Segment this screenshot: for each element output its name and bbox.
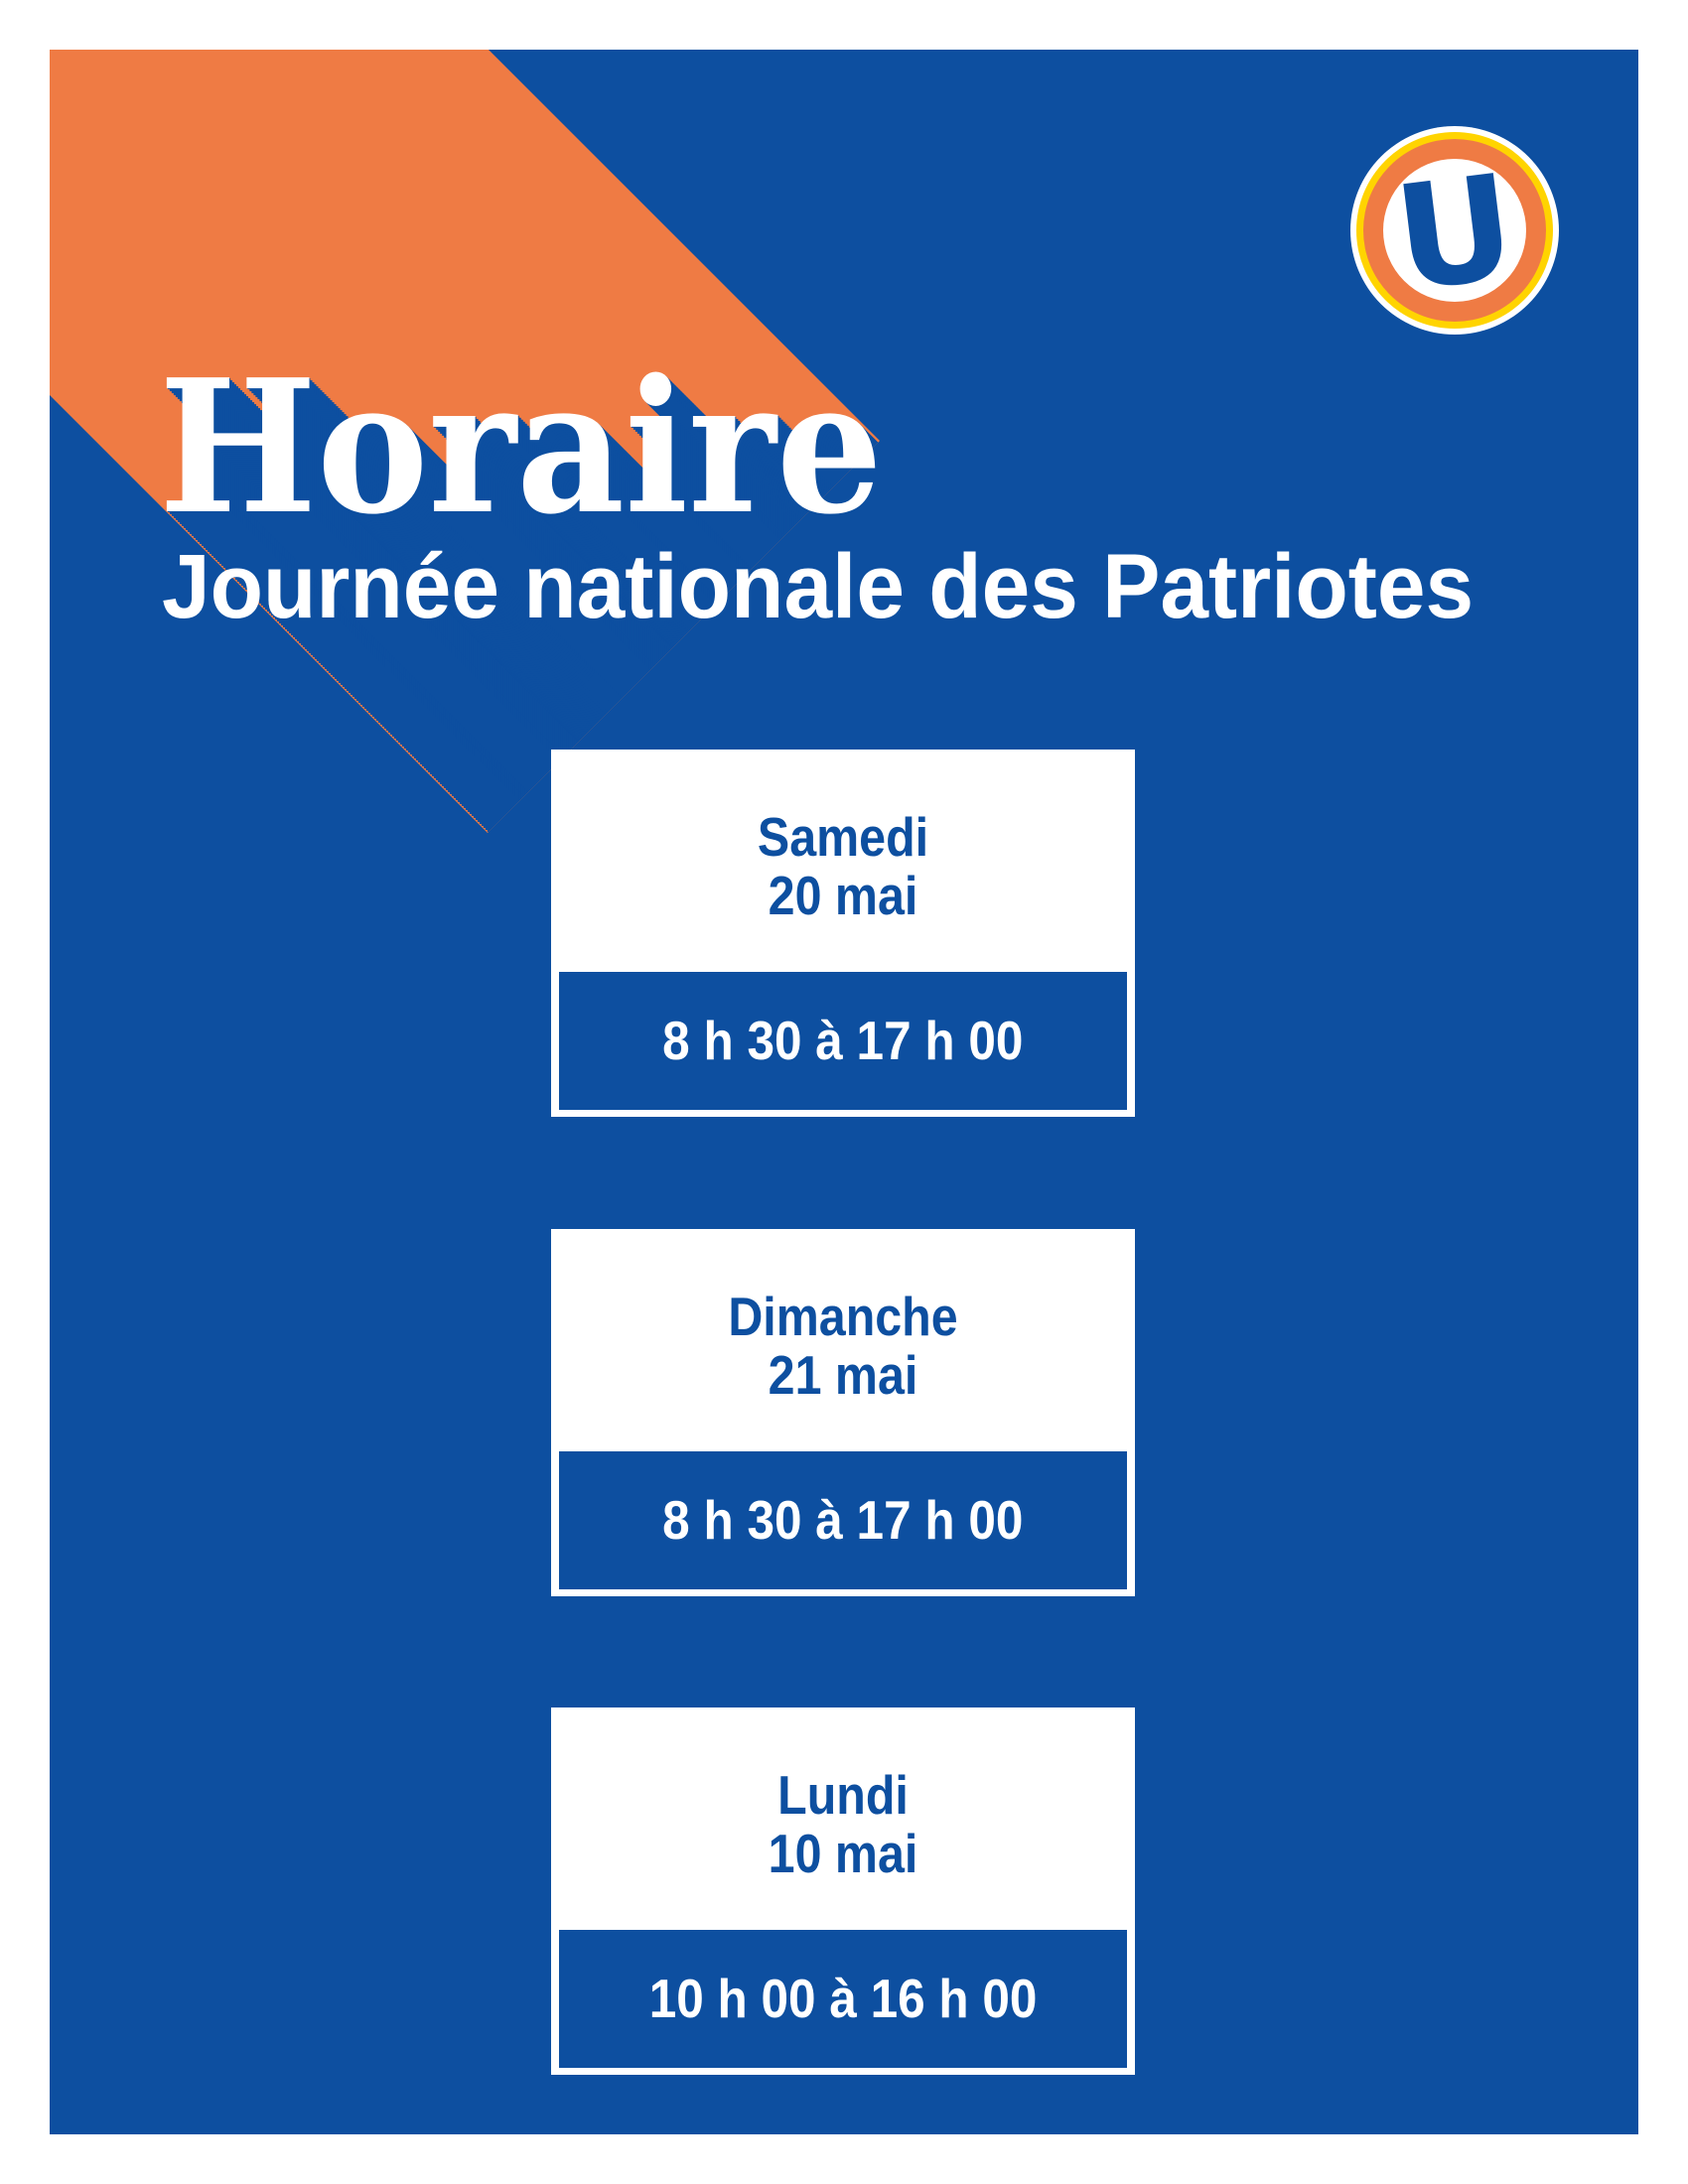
super-u-logo-icon: U: [1350, 126, 1559, 335]
hours-banner: 10 h 00 à 16 h 00: [559, 1930, 1127, 2068]
day-block: Lundi 10 mai: [586, 1766, 1099, 1883]
day-date: 10 mai: [768, 1823, 918, 1884]
hours-text: 8 h 30 à 17 h 00: [662, 1010, 1024, 1071]
poster-background: Horaire Horaire Journée nationale des Pa…: [50, 50, 1638, 2134]
day-name: Samedi: [757, 806, 929, 868]
super-u-logo: U: [1350, 126, 1559, 335]
title-shadow-clip: Horaire: [50, 50, 883, 833]
schedule-card-samedi: Samedi 20 mai 8 h 30 à 17 h 00: [551, 750, 1135, 1117]
page-title: Horaire: [159, 339, 883, 555]
day-name: Lundi: [777, 1764, 909, 1826]
logo-letter: U: [1387, 143, 1523, 324]
schedule-card-lundi: Lundi 10 mai 10 h 00 à 16 h 00: [551, 1707, 1135, 2075]
day-name: Dimanche: [728, 1286, 958, 1347]
event-subtitle: Journée nationale des Patriotes: [162, 536, 1475, 637]
day-block: Samedi 20 mai: [586, 808, 1099, 925]
title-long-shadow: Horaire: [159, 339, 883, 555]
hours-banner: 8 h 30 à 17 h 00: [559, 1451, 1127, 1589]
day-date: 20 mai: [768, 865, 918, 926]
hours-text: 8 h 30 à 17 h 00: [662, 1489, 1024, 1551]
logo-inner-disc: [1383, 159, 1526, 302]
schedule-card-dimanche: Dimanche 21 mai 8 h 30 à 17 h 00: [551, 1229, 1135, 1596]
day-date: 21 mai: [768, 1344, 918, 1406]
day-block: Dimanche 21 mai: [586, 1288, 1099, 1405]
hours-banner: 8 h 30 à 17 h 00: [559, 972, 1127, 1110]
hours-text: 10 h 00 à 16 h 00: [648, 1968, 1038, 2029]
